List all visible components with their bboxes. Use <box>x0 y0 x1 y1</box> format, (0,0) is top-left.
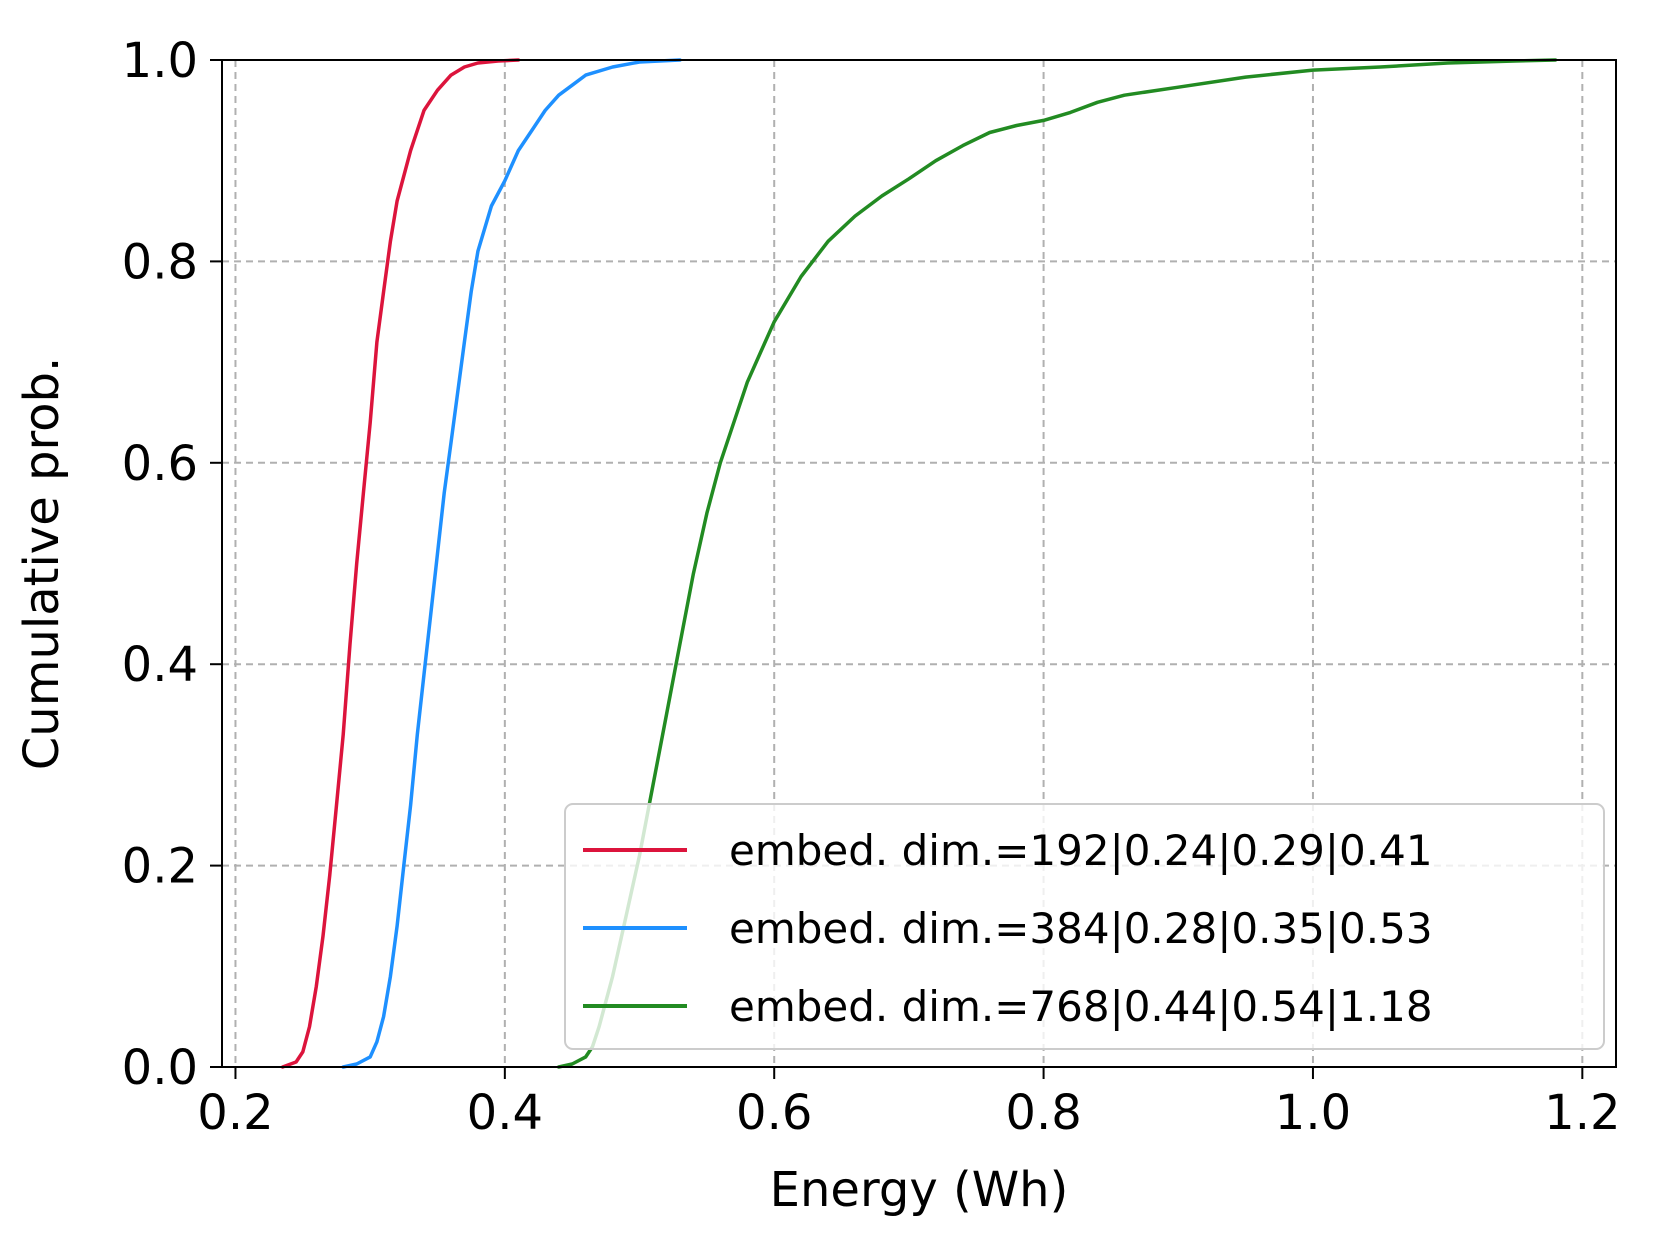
legend: embed. dim.=192|0.24|0.29|0.41 embed. dim… <box>564 803 1605 1050</box>
y-tick-label: 0.6 <box>122 436 198 492</box>
x-axis-label: Energy (Wh) <box>770 1162 1069 1218</box>
x-tick-label: 0.4 <box>467 1085 543 1141</box>
y-axis-label: Cumulative prob. <box>14 357 70 770</box>
x-tick-label: 0.6 <box>736 1085 812 1141</box>
y-tick-label: 0.8 <box>122 234 198 290</box>
legend-label-2: embed. dim.=384|0.28|0.35|0.53 <box>729 904 1433 953</box>
plot-frame <box>221 59 1617 1068</box>
legend-box <box>564 803 1605 1050</box>
legend-label-1: embed. dim.=192|0.24|0.29|0.41 <box>729 826 1433 875</box>
y-tick-label: 0.4 <box>122 637 198 693</box>
series-line-1 <box>280 58 521 1069</box>
series-line-2 <box>341 58 682 1069</box>
y-tick-label: 1.0 <box>122 33 198 89</box>
axis-ticks: 0.2 0.4 0.6 0.8 1.0 1.20.00.20.40.60.81.0 <box>122 33 1621 1141</box>
y-tick-label: 0.2 <box>122 839 198 895</box>
x-tick-label: 1.0 <box>1275 1085 1351 1141</box>
x-tick-label: 0.2 <box>197 1085 273 1141</box>
x-tick-label: 0.8 <box>1005 1085 1081 1141</box>
legend-label-3: embed. dim.=768|0.44|0.54|1.18 <box>729 982 1433 1031</box>
x-tick-label: 1.2 <box>1544 1085 1620 1141</box>
y-tick-label: 0.0 <box>122 1040 198 1096</box>
